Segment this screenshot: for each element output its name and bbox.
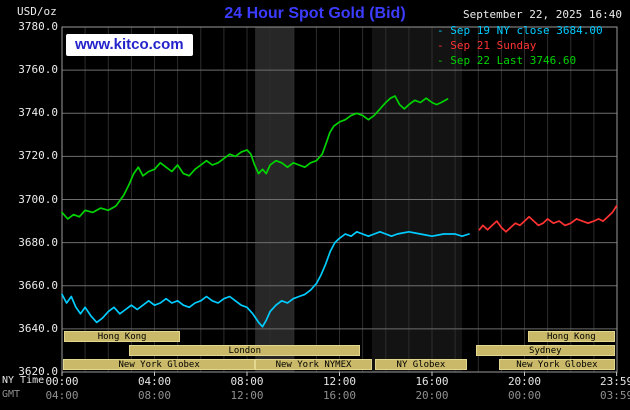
y-axis-tick-label: 3720.0 — [18, 149, 58, 163]
x-axis-tick-label: 16:00 — [415, 375, 449, 388]
x-axis-tick-label: 12:00 — [322, 375, 357, 388]
legend-item-sep22: - Sep 22 Last 3746.60 — [437, 54, 577, 67]
legend-item-sep19: - Sep 19 NY close 3684.00 — [437, 24, 603, 37]
legend-item-sep21: - Sep 21 Sunday — [437, 39, 537, 52]
x-axis-ny-time-row: NY Time 00:00 04:00 08:00 12:00 16:00 20:00 23… — [0, 375, 630, 388]
x-axis-tick-label: 12:00 — [230, 389, 264, 402]
y-axis-tick-label: 3700.0 — [18, 192, 58, 206]
x-axis-row-label-gmt: GMT — [2, 389, 21, 400]
x-axis-tick-label: 04:00 — [45, 389, 79, 402]
y-axis-tick-label: 3740.0 — [18, 106, 58, 120]
y-axis-tick-label: 3760.0 — [18, 63, 58, 77]
x-axis-tick-label: 03:59 — [600, 389, 630, 402]
x-axis-tick-label: 20:00 — [507, 375, 542, 388]
x-axis-tick-label: 20:00 — [415, 389, 449, 402]
x-axis-tick-label: 04:00 — [137, 375, 172, 388]
y-axis: 3780.0 3760.0 3740.0 3720.0 3700.0 3680.0 3660… — [0, 0, 58, 410]
x-axis-tick-label: 23:59 — [600, 375, 630, 388]
y-axis-tick-label: 3660.0 — [18, 278, 58, 292]
y-axis-unit-label: USD/oz — [17, 5, 57, 18]
x-axis-tick-label: 16:00 — [322, 389, 357, 402]
kitco-watermark-link[interactable]: www.kitco.com — [66, 34, 193, 56]
series-line-sep22 — [61, 95, 449, 220]
series-line-sep19 — [61, 230, 470, 328]
y-axis-tick-label: 3780.0 — [18, 20, 58, 33]
x-axis-tick-label: 08:00 — [137, 389, 172, 402]
chart-legend: - Sep 19 NY close 3684.00 - Sep 21 Sunday… — [437, 23, 603, 68]
x-axis-tick-label: 00:00 — [45, 375, 79, 388]
chart-title: 24 Hour Spot Gold (Bid) — [224, 5, 406, 22]
x-axis-gmt-row: GMT 04:00 08:00 12:00 16:00 20:00 00:00 03:59 — [0, 389, 630, 402]
chart-datetime: September 22, 2025 16:40 — [463, 8, 622, 21]
x-axis-tick-label: 00:00 — [507, 389, 542, 402]
series-line-sep21 — [478, 205, 618, 233]
y-axis-tick-label: 3620.0 — [18, 365, 58, 378]
x-axis-row-label-ny-time: NY Time — [2, 375, 45, 386]
y-axis-tick-label: 3680.0 — [18, 235, 58, 249]
y-axis-tick-label: 3640.0 — [18, 321, 58, 335]
x-axis-tick-label: 08:00 — [230, 375, 264, 388]
